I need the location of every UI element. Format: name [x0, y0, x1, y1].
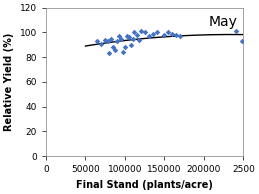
Point	[135, 33, 139, 36]
Point	[125, 35, 129, 38]
Point	[123, 46, 127, 49]
Point	[103, 38, 107, 41]
Point	[117, 35, 121, 38]
Point	[109, 37, 113, 40]
Point	[170, 32, 174, 35]
Point	[127, 36, 131, 39]
Point	[154, 31, 159, 34]
Y-axis label: Relative Yield (%): Relative Yield (%)	[4, 33, 14, 131]
Point	[115, 40, 119, 43]
Point	[137, 38, 141, 41]
Point	[131, 37, 135, 40]
Point	[119, 37, 123, 40]
Point	[150, 32, 155, 35]
Point	[95, 40, 99, 43]
Point	[174, 33, 178, 36]
Point	[107, 52, 111, 55]
Point	[121, 51, 125, 54]
X-axis label: Final Stand (plants/acre): Final Stand (plants/acre)	[76, 180, 213, 190]
Point	[233, 30, 238, 33]
Point	[166, 31, 170, 34]
Point	[143, 31, 147, 34]
Point	[111, 46, 115, 49]
Point	[147, 35, 151, 38]
Text: May: May	[208, 15, 238, 29]
Point	[129, 43, 133, 46]
Point	[139, 30, 143, 33]
Point	[105, 40, 110, 43]
Point	[178, 35, 182, 38]
Point	[240, 40, 244, 43]
Point	[113, 48, 118, 51]
Point	[99, 42, 103, 45]
Point	[162, 33, 167, 36]
Point	[132, 31, 136, 34]
